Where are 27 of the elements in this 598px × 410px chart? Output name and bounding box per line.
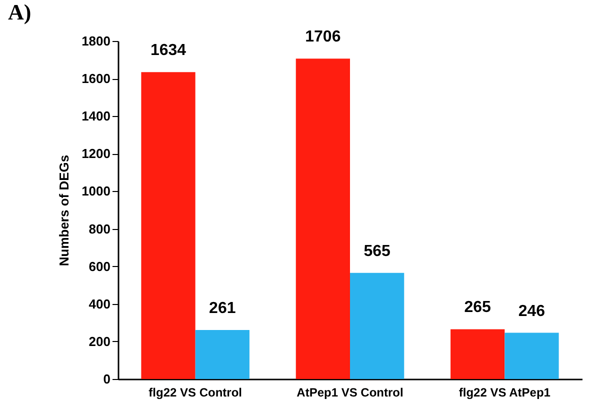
bar xyxy=(195,330,250,379)
data-label: 1706 xyxy=(305,28,341,46)
y-tick-label: 800 xyxy=(88,221,110,236)
bar xyxy=(450,329,505,379)
data-label: 1634 xyxy=(150,42,186,60)
y-tick-label: 200 xyxy=(88,334,110,349)
y-tick-label: 1800 xyxy=(82,34,110,48)
bar xyxy=(350,272,404,379)
chart-title: A) xyxy=(8,0,32,25)
y-tick-label: 1400 xyxy=(82,108,110,124)
y-tick-label: 1200 xyxy=(82,146,110,162)
x-tick-label: AtPep1 VS Control xyxy=(296,386,404,400)
bar xyxy=(296,58,350,379)
data-label: 265 xyxy=(464,299,492,316)
data-label: 565 xyxy=(364,242,391,260)
bar xyxy=(141,72,196,379)
y-tick-label: 1000 xyxy=(82,184,110,199)
y-axis-title: Numbers of DEGs xyxy=(56,154,72,266)
y-tick-label: 0 xyxy=(103,372,110,386)
y-tick-label: 400 xyxy=(88,296,110,312)
bar xyxy=(504,332,559,379)
y-tick-label: 600 xyxy=(88,258,110,274)
x-tick-label: flg22 VS Control xyxy=(148,386,242,400)
data-label: 261 xyxy=(209,300,236,317)
y-tick-label: 1600 xyxy=(82,71,110,86)
x-tick-label: flg22 VS AtPep1 xyxy=(458,386,551,400)
data-label: 246 xyxy=(518,302,546,320)
